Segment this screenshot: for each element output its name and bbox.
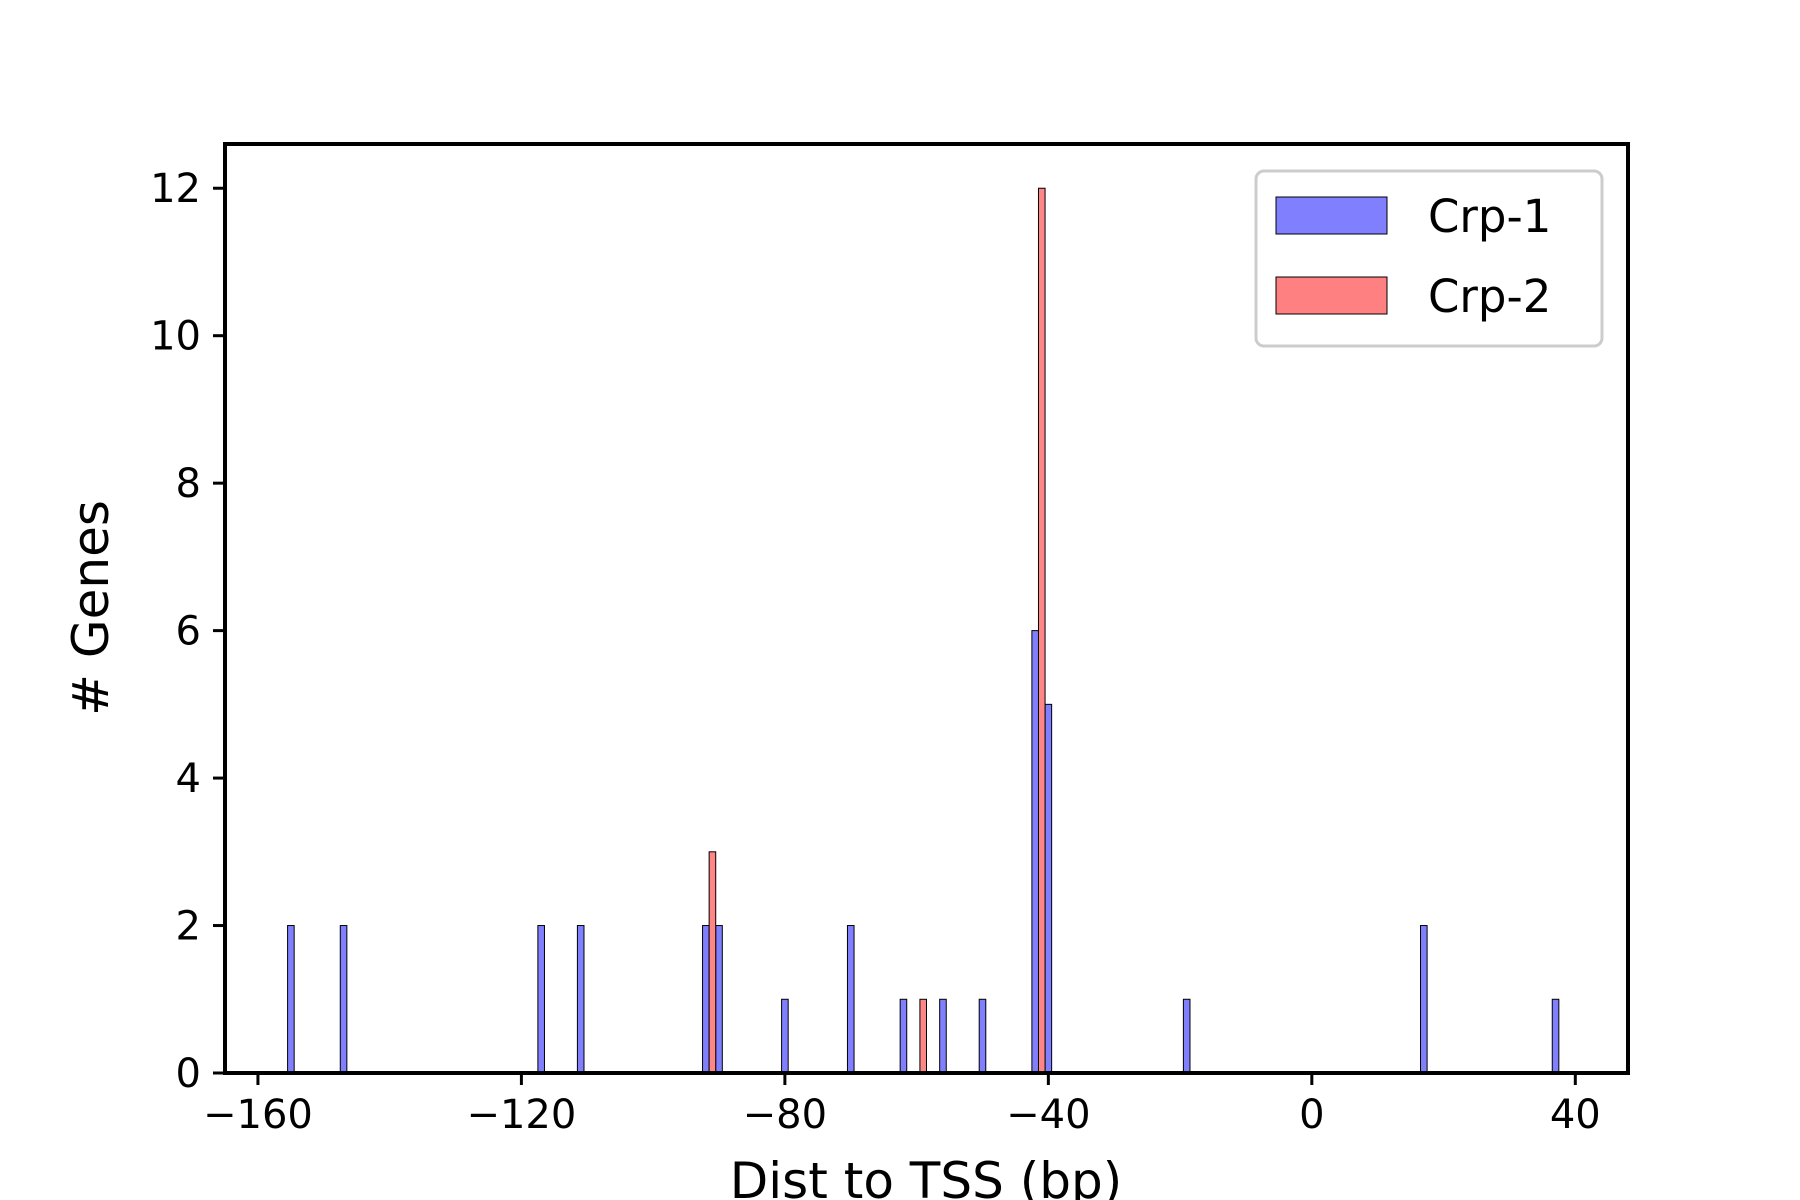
y-tick-label: 10 (150, 314, 201, 360)
y-axis-label: # Genes (62, 500, 120, 716)
legend: Crp-1 Crp-2 (1254, 169, 1604, 348)
y-axis-ticks: 0 2 4 6 8 10 12 (150, 166, 225, 1097)
x-tick-label: −80 (743, 1092, 827, 1138)
bar-crp-1-15 (1551, 998, 1560, 1074)
y-tick-label: 2 (176, 904, 201, 950)
bar-crp-1-13 (1182, 998, 1191, 1074)
bar-crp-1-0 (287, 925, 295, 1074)
legend-swatch-crp-2 (1275, 276, 1388, 315)
bar-crp-1-11 (1031, 630, 1039, 1074)
bar-crp-1-3 (576, 925, 585, 1074)
legend-label-crp-2: Crp-2 (1428, 270, 1551, 323)
legend-swatch-crp-1 (1275, 196, 1388, 235)
x-tick-label: 40 (1550, 1092, 1601, 1138)
bar-crp-1-5 (715, 925, 723, 1074)
bar-crp-1-1 (339, 925, 348, 1074)
x-tick-label: 0 (1299, 1092, 1324, 1138)
bar-crp-1-9 (939, 998, 947, 1074)
bar-crp-1-10 (978, 998, 987, 1074)
x-tick-label: −160 (203, 1092, 313, 1138)
x-tick-label: −40 (1006, 1092, 1090, 1138)
bars-layer (287, 187, 1560, 1074)
bar-crp-1-2 (537, 925, 545, 1074)
bar-crp-1-7 (846, 925, 855, 1074)
y-tick-label: 0 (176, 1051, 201, 1097)
y-tick-label: 6 (176, 609, 201, 655)
bar-crp-2-0 (708, 851, 717, 1074)
y-tick-label: 12 (150, 166, 201, 212)
bar-crp-1-14 (1420, 925, 1428, 1074)
bar-crp-2-2 (1037, 187, 1046, 1074)
bar-crp-1-4 (702, 925, 710, 1074)
x-axis-ticks: −160 −120 −80 −40 0 40 (203, 1073, 1601, 1138)
legend-label-crp-1: Crp-1 (1428, 190, 1551, 243)
bar-crp-1-12 (1044, 703, 1053, 1074)
x-axis-label: Dist to TSS (bp) (730, 1152, 1122, 1200)
bar-crp-1-8 (899, 998, 908, 1074)
bar-crp-1-6 (781, 998, 789, 1074)
plot-frame (223, 142, 1630, 1075)
bar-crp-2-1 (919, 998, 927, 1074)
y-tick-label: 8 (176, 461, 201, 507)
y-tick-label: 4 (176, 756, 201, 802)
x-tick-label: −120 (466, 1092, 576, 1138)
